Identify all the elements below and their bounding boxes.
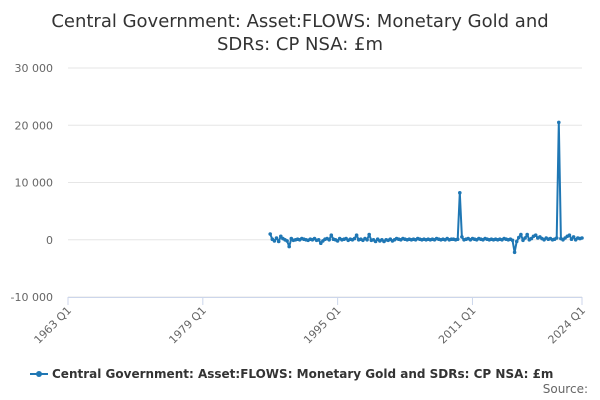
legend-label: Central Government: Asset:FLOWS: Monetar… bbox=[52, 367, 553, 381]
x-tick-label: 1963 Q1 bbox=[32, 304, 75, 347]
data-point[interactable] bbox=[525, 232, 529, 237]
data-point[interactable] bbox=[329, 233, 334, 237]
legend[interactable]: Central Government: Asset:FLOWS: Monetar… bbox=[30, 367, 553, 381]
data-point[interactable] bbox=[521, 238, 525, 243]
x-tick-label: 2024 Q1 bbox=[546, 304, 589, 347]
data-point[interactable] bbox=[567, 233, 572, 237]
data-point[interactable] bbox=[458, 191, 462, 195]
data-point[interactable] bbox=[460, 235, 464, 239]
data-point[interactable] bbox=[287, 244, 292, 249]
y-grid bbox=[68, 67, 582, 298]
data-point[interactable] bbox=[455, 237, 460, 241]
data-point[interactable] bbox=[569, 237, 574, 241]
data-point[interactable] bbox=[523, 236, 527, 240]
data-point[interactable] bbox=[327, 238, 332, 242]
x-tick-label: 2011 Q1 bbox=[436, 304, 479, 347]
data-point[interactable] bbox=[580, 236, 584, 240]
data-point[interactable] bbox=[557, 120, 561, 125]
chart-title-line-2: SDRs: CP NSA: £m bbox=[217, 34, 383, 55]
data-point[interactable] bbox=[316, 238, 321, 242]
data-point[interactable] bbox=[373, 239, 378, 244]
data-point[interactable] bbox=[319, 241, 323, 245]
data-point[interactable] bbox=[367, 232, 372, 237]
data-point[interactable] bbox=[352, 236, 357, 241]
data-point[interactable] bbox=[529, 236, 534, 241]
data-point[interactable] bbox=[365, 238, 369, 242]
data-point[interactable] bbox=[274, 236, 279, 240]
data-point[interactable] bbox=[279, 234, 283, 239]
data-point[interactable] bbox=[554, 236, 559, 240]
y-tick-label: 20 000 bbox=[15, 119, 54, 132]
data-point[interactable] bbox=[335, 239, 340, 243]
data-point[interactable] bbox=[276, 239, 281, 244]
data-point[interactable] bbox=[571, 235, 576, 239]
data-point[interactable] bbox=[510, 238, 515, 243]
series-layer bbox=[268, 120, 584, 255]
data-point[interactable] bbox=[514, 239, 519, 244]
y-tick-label: 30 000 bbox=[15, 62, 54, 75]
data-point[interactable] bbox=[354, 233, 359, 237]
x-tick-label: 1979 Q1 bbox=[166, 304, 209, 347]
data-point[interactable] bbox=[268, 232, 273, 236]
chart-title: Central Government: Asset:FLOWS: Monetar… bbox=[51, 11, 548, 55]
data-point[interactable] bbox=[517, 235, 521, 240]
data-point[interactable] bbox=[285, 239, 289, 243]
data-point[interactable] bbox=[519, 232, 523, 237]
source-label: Source: bbox=[543, 382, 588, 396]
x-tick-label: 1995 Q1 bbox=[301, 304, 344, 347]
data-point[interactable] bbox=[533, 233, 538, 237]
data-point[interactable] bbox=[272, 239, 277, 243]
y-axis: -10 000 0 10 000 20 000 30 000 bbox=[11, 62, 53, 304]
x-axis: 1963 Q1 1979 Q1 1995 Q1 2011 Q1 2024 Q1 bbox=[32, 297, 589, 347]
data-point[interactable] bbox=[512, 250, 517, 255]
y-tick-label: -10 000 bbox=[11, 291, 53, 304]
y-tick-label: 0 bbox=[46, 234, 53, 247]
y-tick-label: 10 000 bbox=[15, 177, 54, 190]
legend-marker-icon bbox=[36, 371, 42, 377]
series bbox=[268, 120, 584, 255]
chart-title-line-1: Central Government: Asset:FLOWS: Monetar… bbox=[51, 11, 548, 32]
series-line bbox=[269, 121, 583, 254]
